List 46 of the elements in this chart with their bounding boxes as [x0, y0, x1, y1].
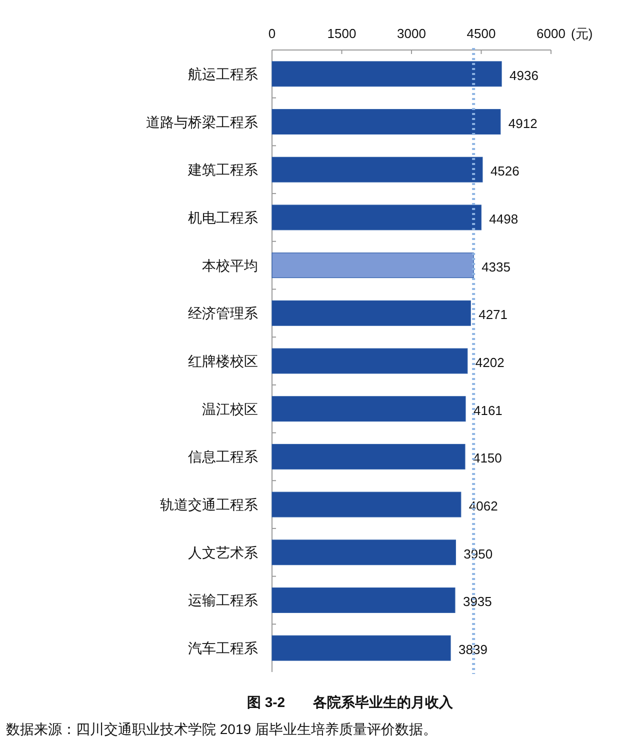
y-tick-label: 信息工程系 — [188, 448, 258, 465]
data-label: 4912 — [508, 116, 538, 131]
data-label: 4936 — [510, 68, 538, 83]
x-tick-label: 4500 — [466, 26, 496, 41]
data-label: 3935 — [462, 594, 492, 610]
data-label: 4335 — [482, 259, 510, 274]
x-tick-label: 3000 — [397, 26, 426, 41]
bar — [272, 492, 462, 518]
y-tick-label: 本校平均 — [202, 257, 258, 274]
data-label: 4161 — [473, 402, 502, 418]
y-tick-label: 经济管理系 — [188, 305, 258, 322]
data-label: 3950 — [464, 546, 493, 562]
data-label: 4526 — [490, 164, 520, 179]
bar — [272, 204, 482, 230]
x-tick-label: 0 — [268, 26, 276, 41]
y-tick-label: 道路与桥梁工程系 — [146, 114, 258, 130]
bar — [272, 587, 456, 613]
text: 图 3-2 各院系毕业生的月收入 — [246, 694, 454, 710]
y-tick-label: 建筑工程系 — [187, 162, 258, 178]
data-label: 4498 — [489, 211, 518, 226]
bar — [272, 252, 474, 278]
data-label: 4202 — [475, 355, 504, 370]
y-tick-label: 运输工程系 — [188, 592, 258, 608]
y-tick-label: 人文艺术系 — [188, 544, 258, 560]
y-tick-label: 汽车工程系 — [188, 640, 258, 656]
data-label: 3839 — [458, 642, 488, 658]
y-tick-label: 轨道交通工程系 — [160, 496, 258, 513]
bar — [272, 444, 466, 470]
bar — [272, 300, 471, 326]
data-label: 4271 — [478, 307, 508, 322]
bar — [272, 61, 502, 87]
bar — [272, 348, 468, 374]
bar — [272, 109, 501, 135]
bar — [272, 156, 483, 182]
bar — [272, 540, 456, 566]
data-label: 4150 — [472, 450, 502, 466]
bar — [272, 396, 466, 422]
x-tick-label: 6000 — [536, 26, 566, 41]
y-tick-label: 红牌楼校区 — [188, 353, 258, 369]
bar — [272, 635, 451, 661]
x-tick-label: 1500 — [327, 26, 356, 41]
source-note: 数据来源：四川交通职业技术学院 2019 届毕业生培养质量评价数据。 — [6, 721, 437, 737]
y-tick-label: 航运工程系 — [188, 66, 258, 82]
x-axis-title: (元) — [571, 26, 593, 41]
y-tick-label: 机电工程系 — [188, 209, 258, 226]
y-tick-label: 温江校区 — [202, 400, 258, 417]
